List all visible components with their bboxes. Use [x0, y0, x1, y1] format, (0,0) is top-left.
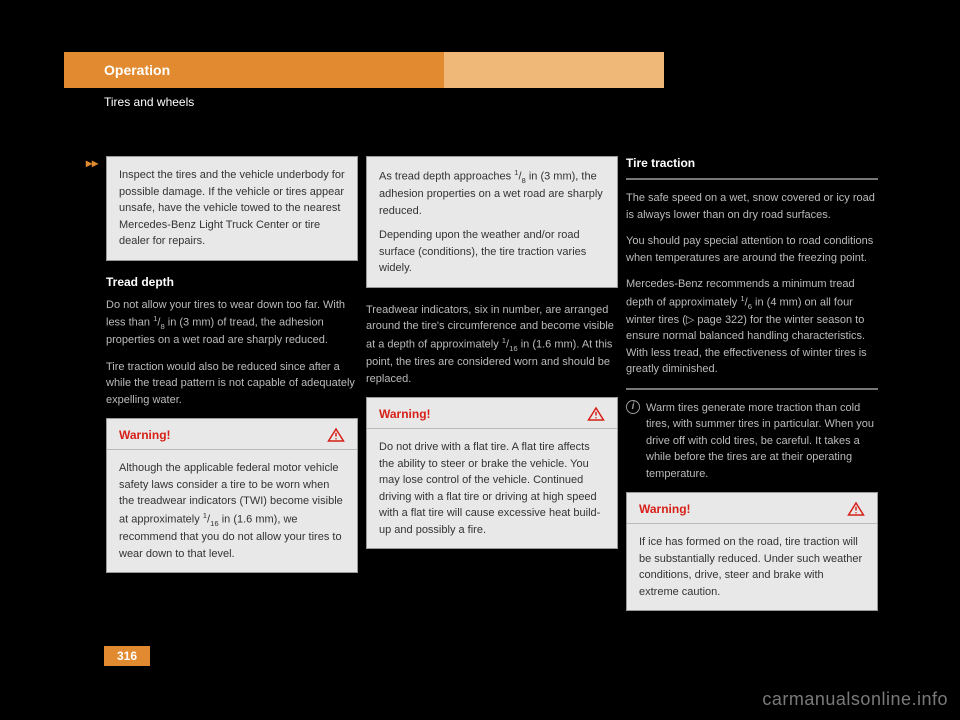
body-paragraph: Do not allow your tires to wear down too… [106, 297, 358, 349]
column-3: Tire traction The safe speed on a wet, s… [626, 156, 878, 625]
header-bar: Operation [64, 52, 444, 88]
watermark: carmanualsonline.info [762, 689, 948, 710]
info-icon: i [626, 400, 640, 414]
warning-body: If ice has formed on the road, tire trac… [627, 524, 877, 610]
warning-triangle-icon [587, 406, 605, 422]
header-section-title: Operation [104, 62, 170, 78]
info-text: Depending upon the weather and/or road s… [379, 227, 605, 277]
warning-header: Warning! [367, 398, 617, 429]
warning-title: Warning! [119, 428, 171, 442]
info-note-text: Warm tires generate more traction than c… [646, 400, 878, 483]
divider [626, 178, 878, 180]
warning-title: Warning! [379, 407, 431, 421]
body-paragraph: Treadwear indicators, six in number, are… [366, 302, 618, 387]
info-text: As tread depth approaches 1/8 in (3 mm),… [379, 167, 605, 219]
info-note: i Warm tires generate more traction than… [626, 400, 878, 483]
manual-page: Operation Tires and wheels ▸▸ Inspect th… [0, 0, 960, 720]
warning-title: Warning! [639, 502, 691, 516]
divider [626, 388, 878, 390]
warning-body: Do not drive with a flat tire. A flat ti… [367, 429, 617, 548]
body-paragraph: Tire traction would also be reduced sinc… [106, 359, 358, 409]
warning-triangle-icon [847, 501, 865, 517]
body-paragraph: The safe speed on a wet, snow covered or… [626, 190, 878, 223]
column-1: Inspect the tires and the vehicle underb… [106, 156, 358, 587]
info-box-tread: As tread depth approaches 1/8 in (3 mm),… [366, 156, 618, 288]
warning-triangle-icon [327, 427, 345, 443]
body-paragraph: You should pay special attention to road… [626, 233, 878, 266]
info-text: Inspect the tires and the vehicle underb… [119, 167, 345, 250]
header-subtitle: Tires and wheels [104, 95, 194, 109]
info-box-inspect: Inspect the tires and the vehicle underb… [106, 156, 358, 261]
page-number: 316 [104, 646, 150, 666]
body-paragraph: Mercedes-Benz recommends a minimum tread… [626, 276, 878, 378]
heading-tread-depth: Tread depth [106, 275, 358, 289]
warning-box: Warning! If ice has formed on the road, … [626, 492, 878, 611]
warning-body: Although the applicable federal motor ve… [107, 450, 357, 572]
warning-box: Warning! Do not drive with a flat tire. … [366, 397, 618, 549]
carryover-marker-icon: ▸▸ [86, 156, 98, 170]
warning-header: Warning! [107, 419, 357, 450]
warning-header: Warning! [627, 493, 877, 524]
heading-tire-traction: Tire traction [626, 156, 878, 170]
warning-box: Warning! Although the applicable federal… [106, 418, 358, 573]
header-bar-light [444, 52, 664, 88]
column-2: As tread depth approaches 1/8 in (3 mm),… [366, 156, 618, 563]
